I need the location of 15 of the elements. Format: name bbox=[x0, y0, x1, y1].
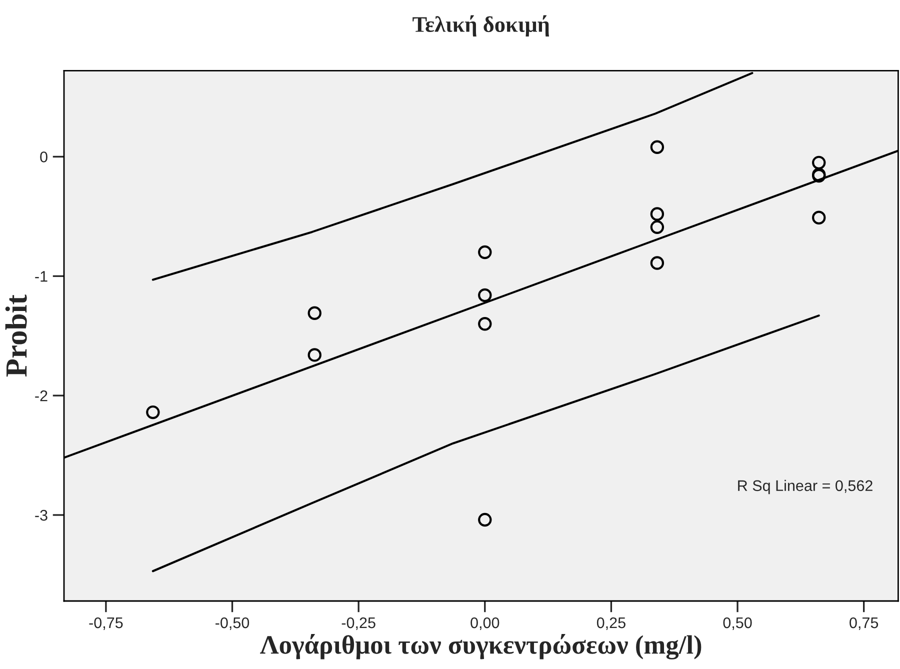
x-tick-label: 0,25 bbox=[596, 617, 626, 630]
x-tick-label: -0,75 bbox=[89, 617, 123, 630]
x-tick-label: 0,75 bbox=[850, 617, 878, 630]
chart-title: Τελική δοκιμή bbox=[412, 15, 549, 37]
y-axis-title: Probit bbox=[5, 294, 27, 377]
y-tick-label: -3 bbox=[35, 510, 48, 521]
x-tick-label: -0,50 bbox=[216, 617, 250, 630]
x-axis-title: Λογάριθμοι των συγκεντρώσεων (mg/l) bbox=[260, 634, 702, 660]
x-tick-label: 0,00 bbox=[470, 617, 500, 630]
y-tick-label: -2 bbox=[35, 390, 48, 402]
x-tick-label: -0,25 bbox=[342, 617, 376, 630]
annotation: R Sq Linear = 0,562 bbox=[738, 480, 872, 494]
x-tick-label: 0,50 bbox=[723, 617, 752, 630]
y-tick-label: 0 bbox=[40, 152, 48, 162]
y-tick-label: -1 bbox=[35, 271, 48, 282]
